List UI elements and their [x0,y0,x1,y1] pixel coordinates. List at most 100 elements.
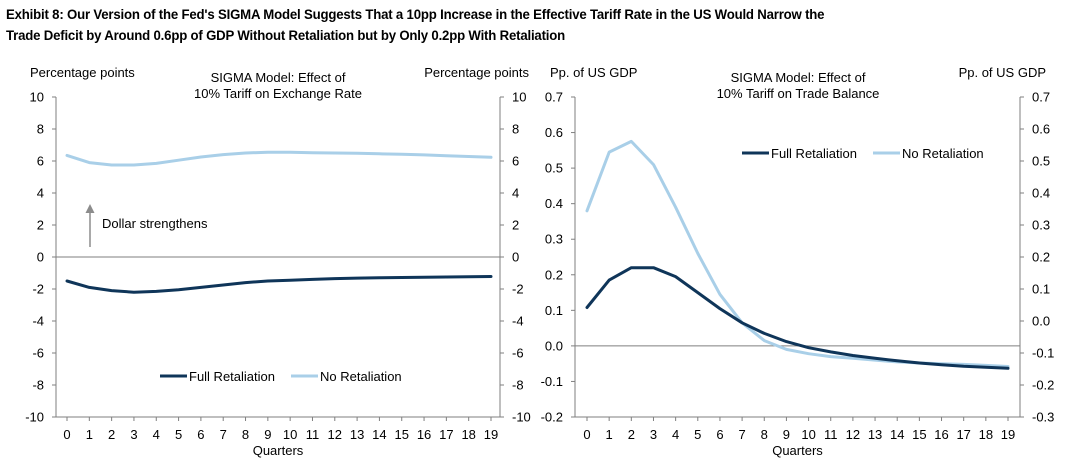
chart1-left-tick-label: 2 [37,218,44,233]
chart2-legend-no-label: No Retaliation [902,146,984,161]
chart1-left-tick-label: 0 [37,250,44,265]
chart2-left-tick-label: 0.7 [545,90,563,105]
exhibit-title: Exhibit 8: Our Version of the Fed's SIGM… [6,5,987,47]
chart2-right-tick-label: 0.5 [1032,154,1050,169]
chart2-series-no-retaliation-line [585,139,1010,368]
chart1-annotation-arrow-head [85,204,95,213]
chart1-x-tick-label: 12 [328,427,342,442]
chart1-left-tick-label: 6 [37,154,44,169]
chart2-right-tick-label: 0.2 [1032,250,1050,265]
chart1-legend-full-label: Full Retaliation [189,369,275,384]
chart2-y-label-left: Pp. of US GDP [550,65,637,80]
chart2-x-tick-label: 4 [672,427,679,442]
chart1-right-tick-label: 10 [512,90,526,105]
chart2-title-line-2: 10% Tariff on Trade Balance [717,86,880,101]
chart1-right-tick-label: -2 [512,282,524,297]
chart1-x-tick-label: 16 [417,427,431,442]
chart2-y-label-right: Pp. of US GDP [959,65,1046,80]
chart1-x-tick-label: 1 [86,427,93,442]
chart1-x-tick-label: 8 [242,427,249,442]
chart1-left-tick-label: -2 [32,282,44,297]
chart2-x-tick-label: 7 [738,427,745,442]
chart2-x-tick-label: 13 [868,427,882,442]
chart2-x-tick-label: 11 [824,427,838,442]
chart2-left-tick-label: 0.2 [545,267,563,282]
chart1-right-tick-label: -6 [512,346,524,361]
chart2-x-tick-label: 14 [890,427,904,442]
chart2-x-tick-label: 19 [1001,427,1015,442]
chart1-right-tick-label: 0 [512,250,519,265]
chart1-left-tick-label: -6 [32,346,44,361]
chart2-right-tick-label: 0.4 [1032,186,1050,201]
chart2-x-tick-label: 6 [716,427,723,442]
chart2-right-tick-label: -0.1 [1032,346,1054,361]
chart2-x-label: Quarters [772,443,823,458]
chart1-x-tick-label: 19 [484,427,498,442]
chart1-x-tick-label: 7 [220,427,227,442]
chart1-x-tick-label: 9 [264,427,271,442]
chart1-x-tick-label: 17 [439,427,453,442]
chart1-x-tick-label: 10 [283,427,297,442]
chart2-left-tick-label: 0.4 [545,196,563,211]
chart1-y-label-right: Percentage points [424,65,529,80]
chart2-right-tick-label: 0.6 [1032,122,1050,137]
chart2-x-tick-label: 8 [761,427,768,442]
chart2-x-tick-label: 9 [783,427,790,442]
chart2-x-tick-label: 16 [934,427,948,442]
chart2-right-tick-label: 0.0 [1032,314,1050,329]
chart2-x-tick-label: 17 [956,427,970,442]
chart1-series-full-retaliation-line [65,275,493,294]
chart2-x-tick-label: 2 [628,427,635,442]
chart2-x-tick-label: 10 [801,427,815,442]
title-line-2: Trade Deficit by Around 0.6pp of GDP Wit… [6,28,566,44]
chart1-x-label: Quarters [253,443,304,458]
chart2-left-tick-label: 0.6 [545,125,563,140]
chart2-legend-full-label: Full Retaliation [771,146,857,161]
chart2-title-line-1: SIGMA Model: Effect of [731,70,866,85]
chart1-x-tick-label: 11 [306,427,320,442]
chart1-series-no-retaliation-line [65,150,493,167]
chart2-right-tick-label: 0.1 [1032,282,1050,297]
chart2-left-tick-label: 0.5 [545,161,563,176]
title-line-1: Exhibit 8: Our Version of the Fed's SIGM… [6,7,825,23]
chart1-left-tick-label: 10 [30,90,44,105]
chart1-annotation-label: Dollar strengthens [102,216,208,231]
chart2-right-tick-label: -0.2 [1032,378,1054,393]
chart1-left-tick-label: -10 [25,410,44,425]
chart1-right-tick-label: -8 [512,378,524,393]
chart2-x-tick-label: 18 [979,427,993,442]
chart1-left-tick-label: -8 [32,378,44,393]
chart2-x-tick-label: 5 [694,427,701,442]
chart2-right-tick-label: -0.3 [1032,410,1054,425]
chart2-x-tick-label: 0 [583,427,590,442]
chart1-title-line-2: 10% Tariff on Exchange Rate [194,86,362,101]
chart2-right-tick-label: 0.3 [1032,218,1050,233]
chart1-x-tick-label: 6 [197,427,204,442]
chart1-x-tick-label: 0 [63,427,70,442]
chart1-x-tick-label: 2 [108,427,115,442]
chart1-x-tick-label: 14 [372,427,386,442]
chart2-left-tick-label: 0.0 [545,338,563,353]
chart1-x-tick-label: 18 [461,427,475,442]
chart1-x-tick-label: 5 [175,427,182,442]
chart1-right-tick-label: -10 [512,410,531,425]
chart1-right-tick-label: 4 [512,186,519,201]
chart1-right-tick-label: 8 [512,122,519,137]
chart1-right-tick-label: 6 [512,154,519,169]
chart1-right-tick-label: -4 [512,314,524,329]
chart1-legend-no-label: No Retaliation [320,369,402,384]
chart1-left-tick-label: -4 [32,314,44,329]
chart2-right-tick-label: 0.7 [1032,90,1050,105]
chart1-right-tick-label: 2 [512,218,519,233]
chart2-left-tick-label: 0.1 [545,303,563,318]
chart1-x-tick-label: 15 [395,427,409,442]
chart1-title-line-1: SIGMA Model: Effect of [211,70,346,85]
chart1-x-tick-label: 3 [130,427,137,442]
chart2-x-tick-label: 3 [650,427,657,442]
chart2-x-tick-label: 15 [912,427,926,442]
chart1-left-tick-label: 8 [37,122,44,137]
chart2-series-full-retaliation-line [585,266,1010,370]
chart1-y-label-left: Percentage points [30,65,135,80]
chart1-left-tick-label: 4 [37,186,44,201]
chart2-x-tick-label: 12 [846,427,860,442]
